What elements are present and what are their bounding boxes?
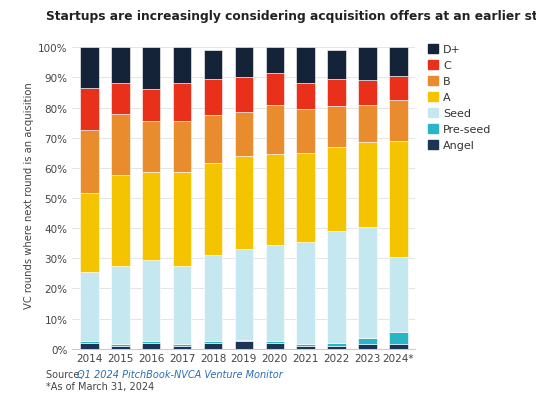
Bar [80,48,99,89]
Bar [204,51,222,80]
Bar [142,173,160,260]
Bar [235,113,253,156]
Bar [389,142,408,257]
Bar [389,344,408,349]
Bar [389,257,408,332]
Bar [296,154,315,242]
Bar [265,105,284,155]
Bar [111,84,130,114]
Bar [173,84,191,122]
Bar [296,242,315,344]
Bar [204,343,222,349]
Bar [204,256,222,341]
Text: Startups are increasingly considering acquisition offers at an earlier stage of : Startups are increasingly considering ac… [46,10,536,23]
Bar [173,266,191,344]
Bar [80,343,99,349]
Bar [327,232,346,343]
Bar [235,341,253,349]
Bar [296,110,315,154]
Bar [358,48,377,81]
Bar [111,344,130,346]
Bar [204,80,222,116]
Bar [296,346,315,349]
Bar [80,194,99,272]
Bar [265,341,284,343]
Bar [327,80,346,107]
Bar [80,272,99,341]
Bar [327,148,346,232]
Y-axis label: VC rounds where next round is an acquisition: VC rounds where next round is an acquisi… [24,82,34,309]
Bar [358,227,377,338]
Bar [389,77,408,101]
Bar [235,78,253,113]
Bar [235,156,253,249]
Bar [389,101,408,142]
Bar [327,51,346,80]
Bar [142,122,160,173]
Bar [265,245,284,341]
Bar [204,164,222,256]
Bar [142,260,160,341]
Bar [265,343,284,349]
Bar [358,338,377,344]
Bar [111,346,130,349]
Bar [235,249,253,340]
Text: *As of March 31, 2024: *As of March 31, 2024 [46,381,154,391]
Bar [111,266,130,344]
Bar [142,341,160,343]
Bar [389,48,408,77]
Legend: D+, C, B, A, Seed, Pre-seed, Angel: D+, C, B, A, Seed, Pre-seed, Angel [428,45,492,151]
Bar [142,343,160,349]
Bar [296,48,315,84]
Bar [80,89,99,131]
Bar [296,344,315,346]
Bar [173,344,191,346]
Bar [389,332,408,344]
Bar [173,48,191,84]
Bar [173,122,191,173]
Bar [265,48,284,74]
Text: Q1 2024 PitchBook-NVCA Venture Monitor: Q1 2024 PitchBook-NVCA Venture Monitor [77,369,282,379]
Bar [327,346,346,349]
Bar [327,107,346,148]
Bar [235,340,253,341]
Bar [111,48,130,84]
Bar [296,84,315,110]
Bar [265,74,284,105]
Text: Source:: Source: [46,369,85,379]
Bar [111,176,130,266]
Bar [173,173,191,266]
Bar [327,343,346,346]
Bar [111,114,130,176]
Bar [358,143,377,227]
Bar [173,346,191,349]
Bar [80,341,99,343]
Bar [358,344,377,349]
Bar [204,341,222,343]
Bar [235,48,253,78]
Bar [80,131,99,194]
Bar [265,155,284,245]
Bar [358,105,377,143]
Bar [204,116,222,164]
Bar [358,81,377,105]
Bar [142,90,160,122]
Bar [142,48,160,90]
